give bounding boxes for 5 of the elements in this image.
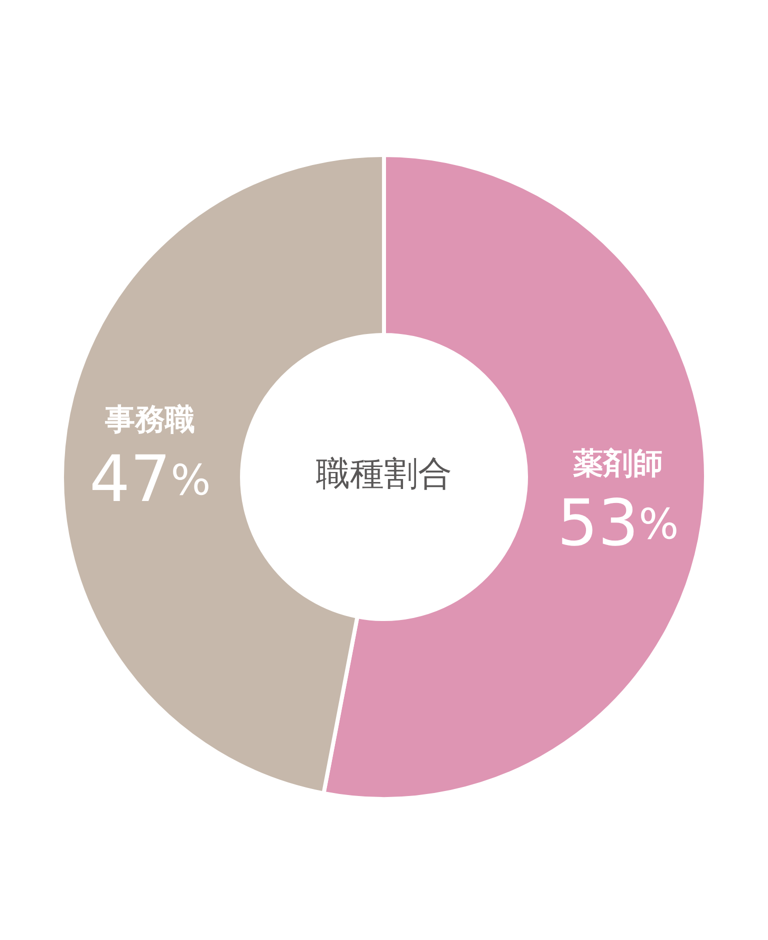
data-label: 47% xyxy=(89,442,211,517)
text: 職種割合 xyxy=(316,454,452,494)
data-label: 53% xyxy=(557,487,679,562)
slice-label: 事務職 xyxy=(104,402,196,438)
slice-label: 薬剤師 xyxy=(572,446,663,482)
